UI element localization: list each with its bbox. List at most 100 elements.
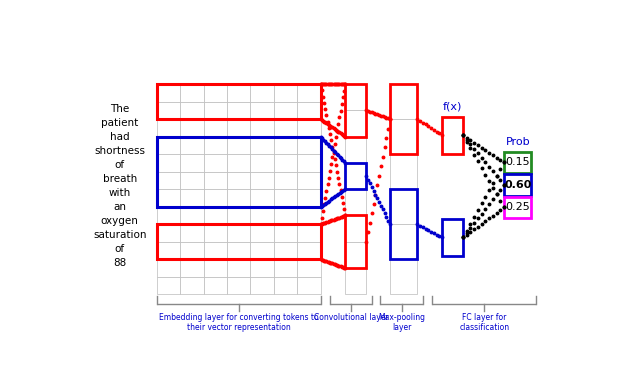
Bar <box>180 277 204 294</box>
Bar <box>204 101 227 119</box>
Bar <box>274 172 297 189</box>
Bar <box>204 119 227 137</box>
Bar <box>346 189 366 215</box>
Bar <box>180 137 204 154</box>
Bar <box>346 110 366 137</box>
Bar <box>274 101 297 119</box>
Bar <box>227 207 250 224</box>
Bar <box>180 242 204 259</box>
Text: Max-pooling
layer: Max-pooling layer <box>378 313 425 332</box>
Bar <box>346 163 366 189</box>
Bar <box>390 224 417 259</box>
Bar <box>346 268 366 294</box>
Bar <box>204 172 227 189</box>
Bar <box>227 172 250 189</box>
Bar <box>250 101 274 119</box>
Bar <box>250 224 274 242</box>
Text: 0.25: 0.25 <box>506 202 530 213</box>
Bar <box>227 259 250 277</box>
Bar <box>274 277 297 294</box>
Bar <box>346 84 366 110</box>
Bar <box>204 224 227 242</box>
Bar <box>504 197 531 218</box>
Bar <box>250 84 274 101</box>
Bar <box>504 152 531 173</box>
Bar <box>180 84 204 101</box>
Bar <box>180 119 204 137</box>
Bar <box>390 259 417 294</box>
Bar <box>442 117 463 154</box>
Bar <box>227 137 250 154</box>
Bar <box>346 215 366 268</box>
Bar <box>297 172 321 189</box>
Bar <box>250 154 274 172</box>
Bar <box>250 207 274 224</box>
Bar <box>346 84 366 137</box>
Bar <box>180 101 204 119</box>
Bar <box>204 207 227 224</box>
Bar <box>157 189 180 207</box>
Bar <box>297 84 321 101</box>
Bar <box>346 242 366 268</box>
Bar <box>390 84 417 154</box>
Bar <box>180 224 204 242</box>
Bar <box>157 119 180 137</box>
Bar <box>204 189 227 207</box>
Text: 0.15: 0.15 <box>506 158 530 168</box>
Bar <box>274 189 297 207</box>
Bar <box>346 137 366 163</box>
Bar <box>157 137 180 154</box>
Text: 0.60: 0.60 <box>504 180 531 190</box>
Bar <box>204 154 227 172</box>
Bar <box>274 137 297 154</box>
Bar <box>157 137 321 207</box>
Bar <box>157 154 180 172</box>
Bar <box>157 84 321 119</box>
Bar <box>180 154 204 172</box>
Bar <box>390 84 417 119</box>
Bar <box>297 224 321 242</box>
Bar <box>390 189 417 259</box>
Bar <box>204 277 227 294</box>
Bar <box>297 119 321 137</box>
Bar <box>346 163 366 189</box>
Bar <box>227 84 250 101</box>
Bar <box>250 137 274 154</box>
Bar <box>204 259 227 277</box>
Bar <box>157 277 180 294</box>
Bar <box>442 219 463 256</box>
Bar <box>227 277 250 294</box>
Bar <box>157 172 180 189</box>
Bar <box>157 207 180 224</box>
Bar <box>157 101 180 119</box>
Bar <box>297 154 321 172</box>
Text: The
patient
had
shortness
of
breath
with
an
oxygen
saturation
of
88: The patient had shortness of breath with… <box>93 104 147 268</box>
Text: f(x): f(x) <box>443 101 462 111</box>
Bar <box>204 84 227 101</box>
Text: Convolutional layer: Convolutional layer <box>314 313 388 322</box>
Bar <box>157 224 180 242</box>
Bar <box>346 215 366 242</box>
Bar <box>504 174 531 196</box>
Bar <box>157 84 180 101</box>
Bar <box>250 119 274 137</box>
Bar <box>250 242 274 259</box>
Bar <box>297 242 321 259</box>
Bar <box>274 84 297 101</box>
Bar <box>227 154 250 172</box>
Text: FC layer for
classification: FC layer for classification <box>459 313 509 332</box>
Bar <box>180 259 204 277</box>
Bar <box>157 259 180 277</box>
Bar <box>204 137 227 154</box>
Bar <box>390 189 417 224</box>
Text: Prob: Prob <box>506 137 530 147</box>
Text: Embedding layer for converting tokens to
their vector representation: Embedding layer for converting tokens to… <box>159 313 319 332</box>
Bar <box>274 119 297 137</box>
Bar <box>297 101 321 119</box>
Bar <box>297 259 321 277</box>
Bar <box>250 189 274 207</box>
Bar <box>227 224 250 242</box>
Bar <box>274 154 297 172</box>
Bar <box>157 242 180 259</box>
Bar <box>274 242 297 259</box>
